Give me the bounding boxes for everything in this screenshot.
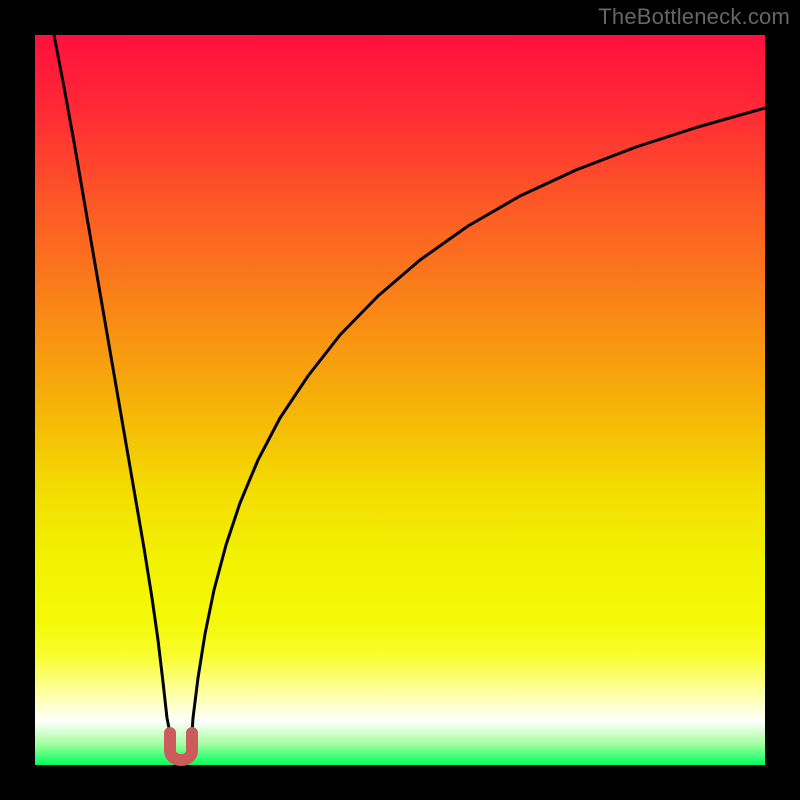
chart-gradient-bg: [35, 35, 765, 765]
bottleneck-chart: [0, 0, 800, 800]
chart-stage: TheBottleneck.com: [0, 0, 800, 800]
watermark-text: TheBottleneck.com: [598, 4, 790, 30]
